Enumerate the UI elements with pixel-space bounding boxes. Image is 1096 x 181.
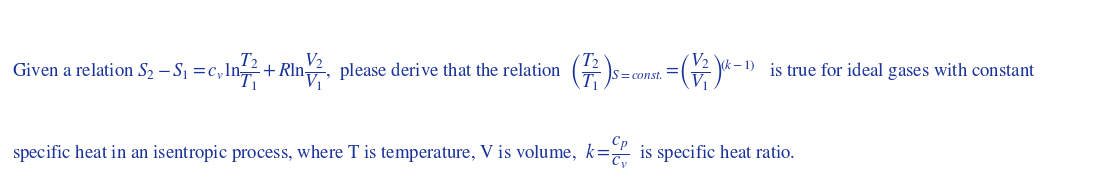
Text: specific heat in an isentropic process, where T is temperature, V is volume,  $k: specific heat in an isentropic process, … <box>12 135 795 171</box>
Text: Given a relation $S_{2} - S_{1} = c_{v}\,\mathrm{ln}\dfrac{T_{2}}{T_{1}} + R\mat: Given a relation $S_{2} - S_{1} = c_{v}\… <box>12 52 1036 93</box>
